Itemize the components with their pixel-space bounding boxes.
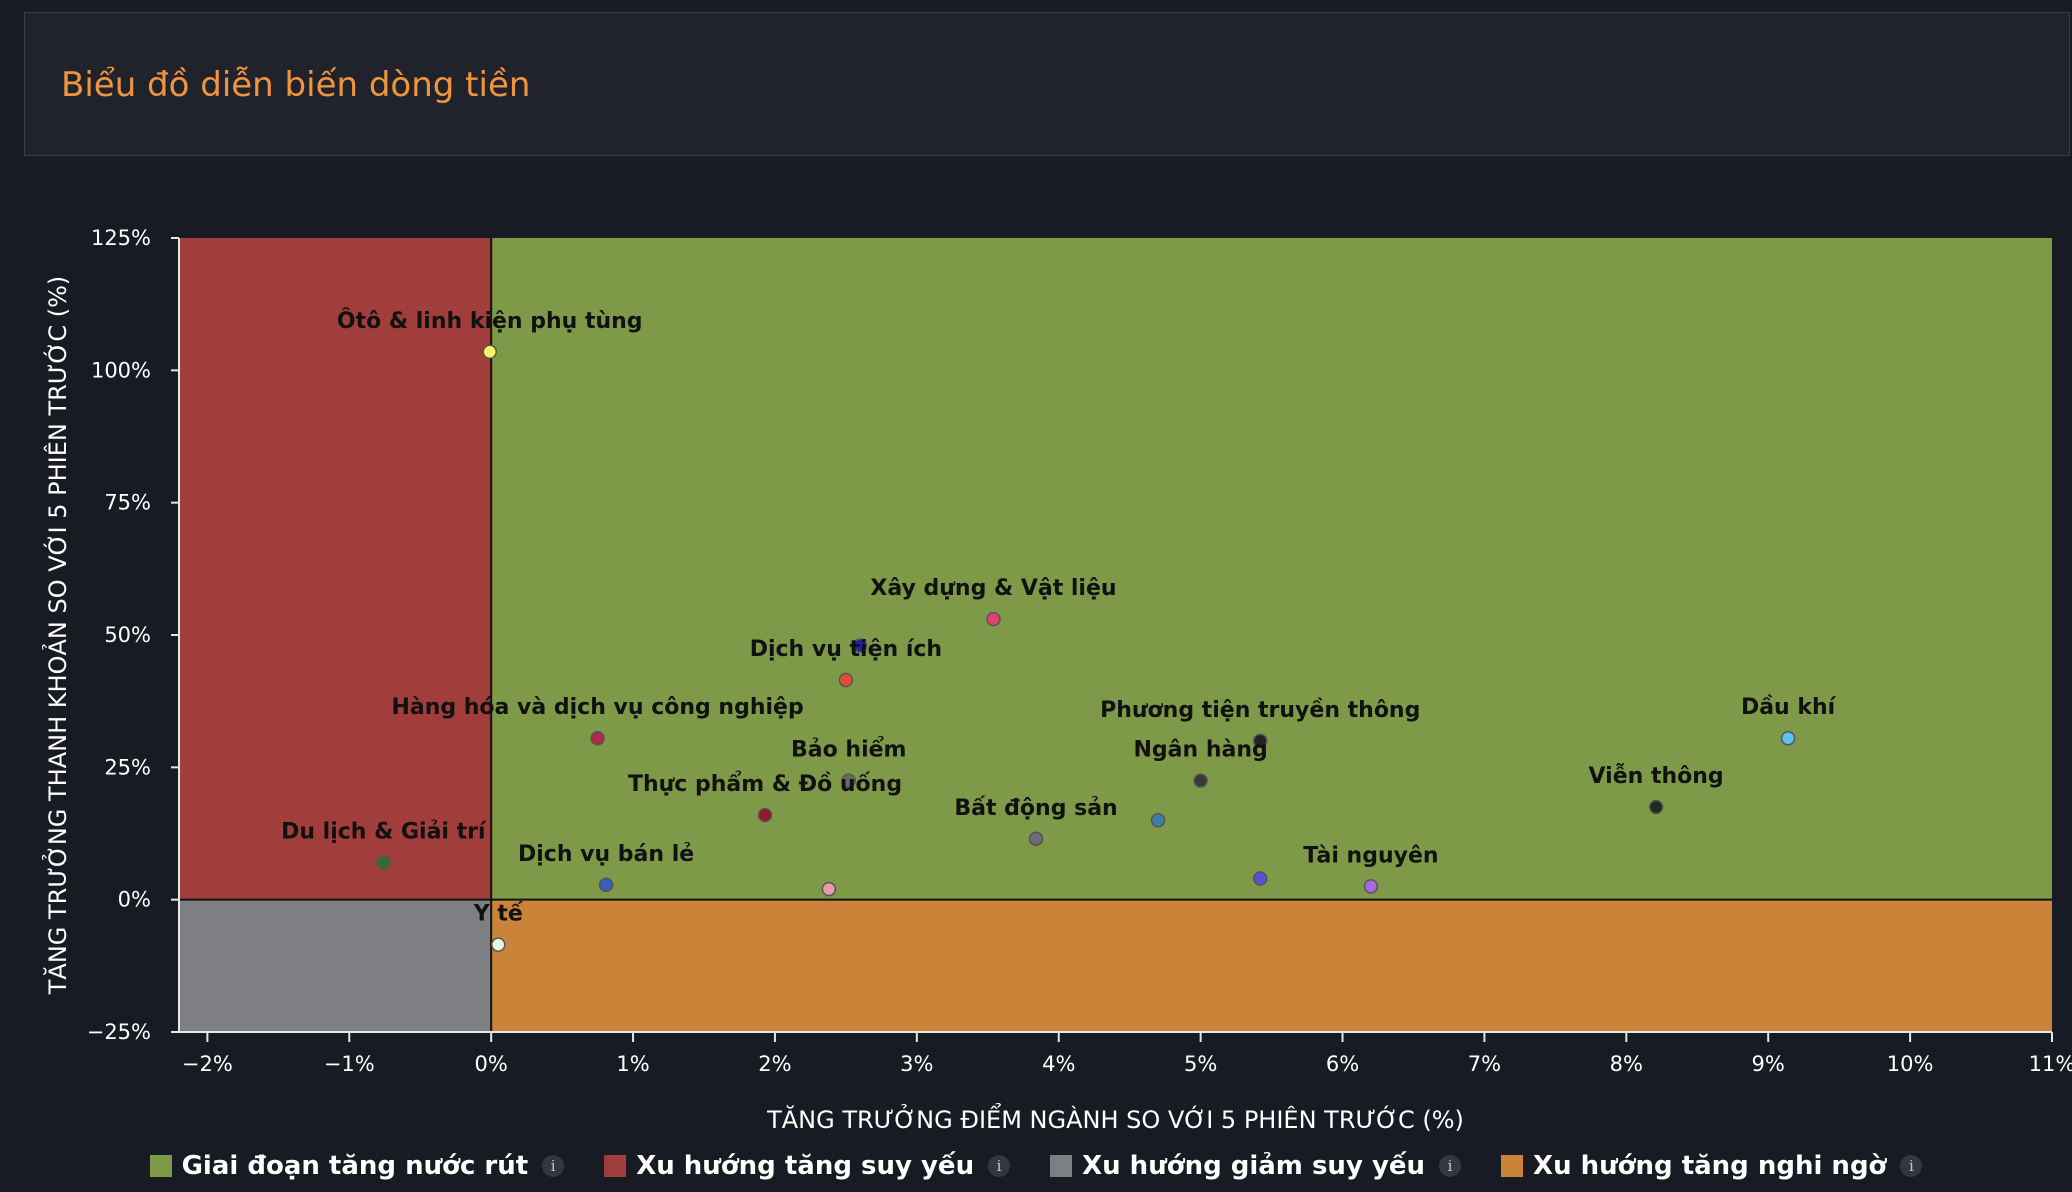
data-point-label: Hàng hóa và dịch vụ công nghiệp [391,695,803,720]
legend-item-weakening-up[interactable]: Xu hướng tăng suy yếu i [604,1151,1011,1181]
legend-swatch [149,1155,172,1177]
data-point-label: Dịch vụ tiện ích [750,637,942,662]
legend-item-weakening-down[interactable]: Xu hướng giảm suy yếu i [1050,1151,1462,1181]
data-point [1150,813,1166,828]
legend-swatch [1501,1155,1524,1177]
data-point [838,672,854,688]
page-title: Biểu đồ diễn biến dòng tiền [61,65,531,105]
y-tick-label: 50% [104,623,151,647]
data-point [482,344,497,360]
x-tick-label: −1% [324,1052,375,1076]
x-tick-label: 3% [900,1052,933,1076]
data-point-label: Xây dựng & Vật liệu [870,576,1116,601]
chart-header: Biểu đồ diễn biến dòng tiền [24,12,2070,156]
data-point-label: Dịch vụ bán lẻ [518,842,694,867]
x-tick-label: 6% [1326,1052,1359,1076]
legend-label: Xu hướng tăng suy yếu [636,1151,975,1181]
data-point [852,638,868,653]
data-point [821,881,837,897]
x-tick-label: 0% [475,1052,508,1076]
y-tick-label: 100% [91,358,151,382]
data-point-label: Ngân hàng [1134,738,1268,763]
data-point-label: Bảo hiểm [791,737,906,763]
scatter-chart: −25% 0% 25% 50% 75% 100% 125% −2% −1% 0% 1% 2% 3% 4% 5… [41,226,2072,1134]
data-point [841,773,856,788]
data-point-label: Dầu khí [1741,695,1837,720]
y-tick-label: 25% [104,755,151,779]
data-point-label: Viễn thông [1589,764,1724,789]
x-tick-label: 8% [1610,1052,1643,1076]
y-tick-label: 75% [104,491,151,515]
y-axis-title: TĂNG TRƯỞNG THANH KHOẢN SO VỚI 5 PHIÊN T… [41,276,72,996]
legend-swatch [604,1155,627,1177]
x-axis-title: TĂNG TRƯỞNG ĐIỂM NGÀNH SO VỚI 5 PHIÊN TR… [766,1102,1464,1134]
data-point [1648,799,1664,815]
x-tick-label: 10% [1887,1052,1934,1076]
x-tick-label: 9% [1752,1052,1785,1076]
data-point [1363,879,1379,894]
info-icon[interactable]: i [542,1155,565,1177]
quadrant-weakening-down [179,899,492,1032]
data-point-label: Tài nguyên [1303,843,1438,868]
data-point [598,877,614,893]
legend-label: Giai đoạn tăng nước rút [181,1151,529,1181]
info-icon[interactable]: i [1900,1155,1923,1177]
data-point [1780,730,1796,746]
data-point-label: Y tế [473,902,524,927]
info-icon[interactable]: i [1439,1155,1462,1177]
x-tick-label: 5% [1184,1052,1217,1076]
data-point [376,855,391,870]
legend-label: Xu hướng tăng nghi ngờ [1533,1151,1887,1181]
quadrant-doubtful-up [491,899,2053,1032]
legend-item-sprint[interactable]: Giai đoạn tăng nước rút i [149,1151,565,1181]
data-point [491,937,506,952]
quadrant-weakening-up [179,238,492,900]
data-point-label: Bất động sản [954,796,1117,821]
x-tick-label: −2% [182,1052,233,1076]
x-tick-label: 1% [616,1052,649,1076]
y-tick-label: 0% [118,888,151,912]
data-point [1028,831,1044,847]
data-point [1252,871,1268,886]
data-point-label: Ôtô & linh kiện phụ tùng [337,308,643,334]
chart-legend: Giai đoạn tăng nước rút i Xu hướng tăng … [0,1146,2072,1186]
y-tick-label: 125% [91,226,151,250]
x-tick-label: 11% [2029,1052,2072,1076]
data-point [590,730,605,746]
x-tick-label: 7% [1468,1052,1501,1076]
data-point-label: Thực phẩm & Đồ uống [628,771,902,797]
x-tick-label: 2% [758,1052,791,1076]
data-point-label: Du lịch & Giải trí [281,820,487,845]
data-point [757,807,773,823]
legend-item-doubtful-up[interactable]: Xu hướng tăng nghi ngờ i [1501,1151,1923,1181]
y-tick-label: −25% [87,1020,151,1044]
legend-swatch [1050,1155,1073,1177]
legend-label: Xu hướng giảm suy yếu [1082,1151,1426,1181]
info-icon[interactable]: i [988,1155,1011,1177]
data-point [1252,733,1268,749]
quadrant-sprint [491,238,2053,900]
data-point-label: Phương tiện truyền thông [1100,698,1420,723]
data-point [986,611,1001,627]
x-tick-label: 4% [1042,1052,1075,1076]
data-point [1193,773,1208,788]
